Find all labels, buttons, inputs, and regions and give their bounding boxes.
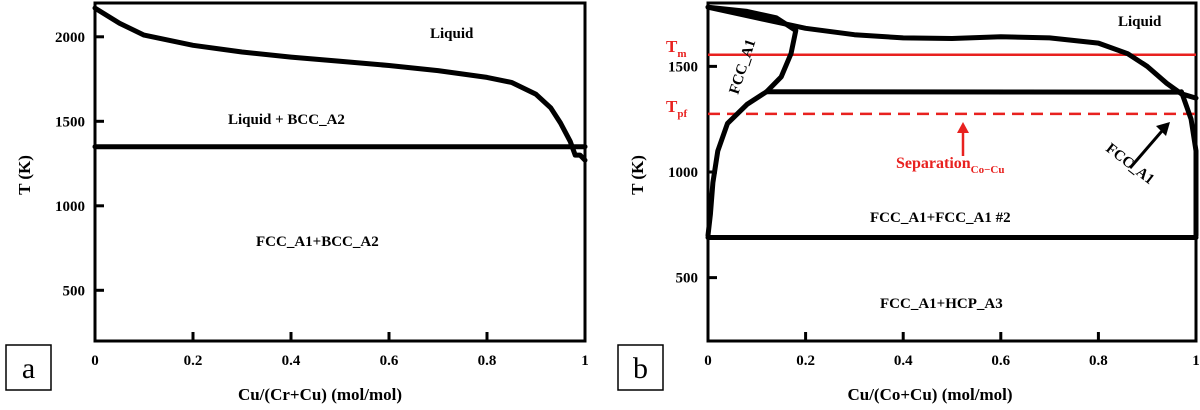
panel-b-region-fcc-fcc2: FCC_A1+FCC_A1 #2 bbox=[870, 210, 1011, 226]
y-tick-label: 500 bbox=[63, 283, 86, 299]
panel-b-x-axis-title: Cu/(Co+Cu) (mol/mol) bbox=[847, 385, 1012, 404]
panel-a-y-ticks: 500 1000 1500 2000 bbox=[55, 30, 104, 299]
panel-b-x-ticks: 0 0.2 0.4 0.6 0.8 1 bbox=[704, 332, 1200, 369]
phase-boundary-1 bbox=[705, 4, 1199, 101]
panel-a-curves bbox=[92, 5, 588, 163]
panel-b-tpf-label: Tpf bbox=[666, 97, 687, 120]
panel-a-letter-box bbox=[5, 344, 52, 391]
panel-b-y-ticks: 500 1000 1500 bbox=[668, 59, 717, 287]
panel-b-tm-label: Tm bbox=[666, 37, 687, 60]
x-tick-label: 0.6 bbox=[991, 353, 1010, 369]
y-tick-label: 1500 bbox=[55, 114, 85, 130]
y-tick-label: 500 bbox=[676, 271, 699, 287]
x-tick-label: 0.4 bbox=[282, 353, 301, 369]
phase-boundary-4 bbox=[1178, 89, 1199, 238]
x-tick-label: 0.2 bbox=[796, 353, 815, 369]
panel-b-letter: b bbox=[633, 352, 648, 385]
x-tick-label: 1 bbox=[1192, 353, 1200, 369]
phase-boundary-1 bbox=[92, 5, 588, 163]
panel-b-label-fcc-left: FCC_A1 bbox=[727, 37, 760, 96]
panel-b-reference-lines bbox=[708, 53, 1196, 116]
x-tick-label: 0 bbox=[91, 353, 99, 369]
panel-b-fcc-arrowhead bbox=[1156, 122, 1170, 136]
x-tick-label: 0.4 bbox=[894, 353, 913, 369]
x-tick-label: 0.8 bbox=[1089, 353, 1108, 369]
panel-a-letter: a bbox=[22, 352, 35, 385]
panel-b-curves bbox=[705, 4, 1199, 240]
panel-a-plot-frame bbox=[93, 1, 587, 343]
x-tick-label: 0.2 bbox=[184, 353, 203, 369]
x-tick-label: 0.6 bbox=[380, 353, 399, 369]
panel-a-region-fcc-bcc: FCC_A1+BCC_A2 bbox=[256, 234, 379, 250]
panel-a-x-ticks: 0 0.2 0.4 0.6 0.8 1 bbox=[91, 332, 589, 369]
y-tick-label: 2000 bbox=[55, 30, 85, 46]
panel-b-separation-arrowhead bbox=[957, 122, 969, 133]
panel-b-region-fcc-hcp: FCC_A1+HCP_A3 bbox=[880, 296, 1003, 312]
panel-a-phase-diagram: 0 0.2 0.4 0.6 0.8 1 500 1000 1500 2000 Liquid Li… bbox=[5, 1, 589, 404]
panel-a-region-liquid-bcc: Liquid + BCC_A2 bbox=[228, 112, 345, 128]
panel-b-separation-label: SeparationCo−Cu bbox=[896, 155, 1004, 176]
x-tick-label: 1 bbox=[581, 353, 589, 369]
y-tick-label: 1000 bbox=[668, 165, 698, 181]
x-tick-label: 0 bbox=[704, 353, 712, 369]
panel-b-letter-box bbox=[617, 344, 664, 391]
x-tick-label: 0.8 bbox=[478, 353, 497, 369]
panel-b-region-liquid: Liquid bbox=[1118, 14, 1162, 30]
panel-b-phase-diagram: 0 0.2 0.4 0.6 0.8 1 500 1000 1500 Liquid FCC_A1… bbox=[617, 1, 1200, 404]
y-tick-label: 1000 bbox=[55, 199, 85, 215]
panel-b-y-axis-title: T (K) bbox=[628, 155, 647, 195]
y-tick-label: 1500 bbox=[668, 59, 698, 75]
panel-a-y-axis-title: T (K) bbox=[15, 155, 34, 195]
panel-a-region-liquid: Liquid bbox=[430, 26, 474, 42]
panel-a-x-axis-title: Cu/(Cr+Cu) (mol/mol) bbox=[238, 385, 402, 404]
